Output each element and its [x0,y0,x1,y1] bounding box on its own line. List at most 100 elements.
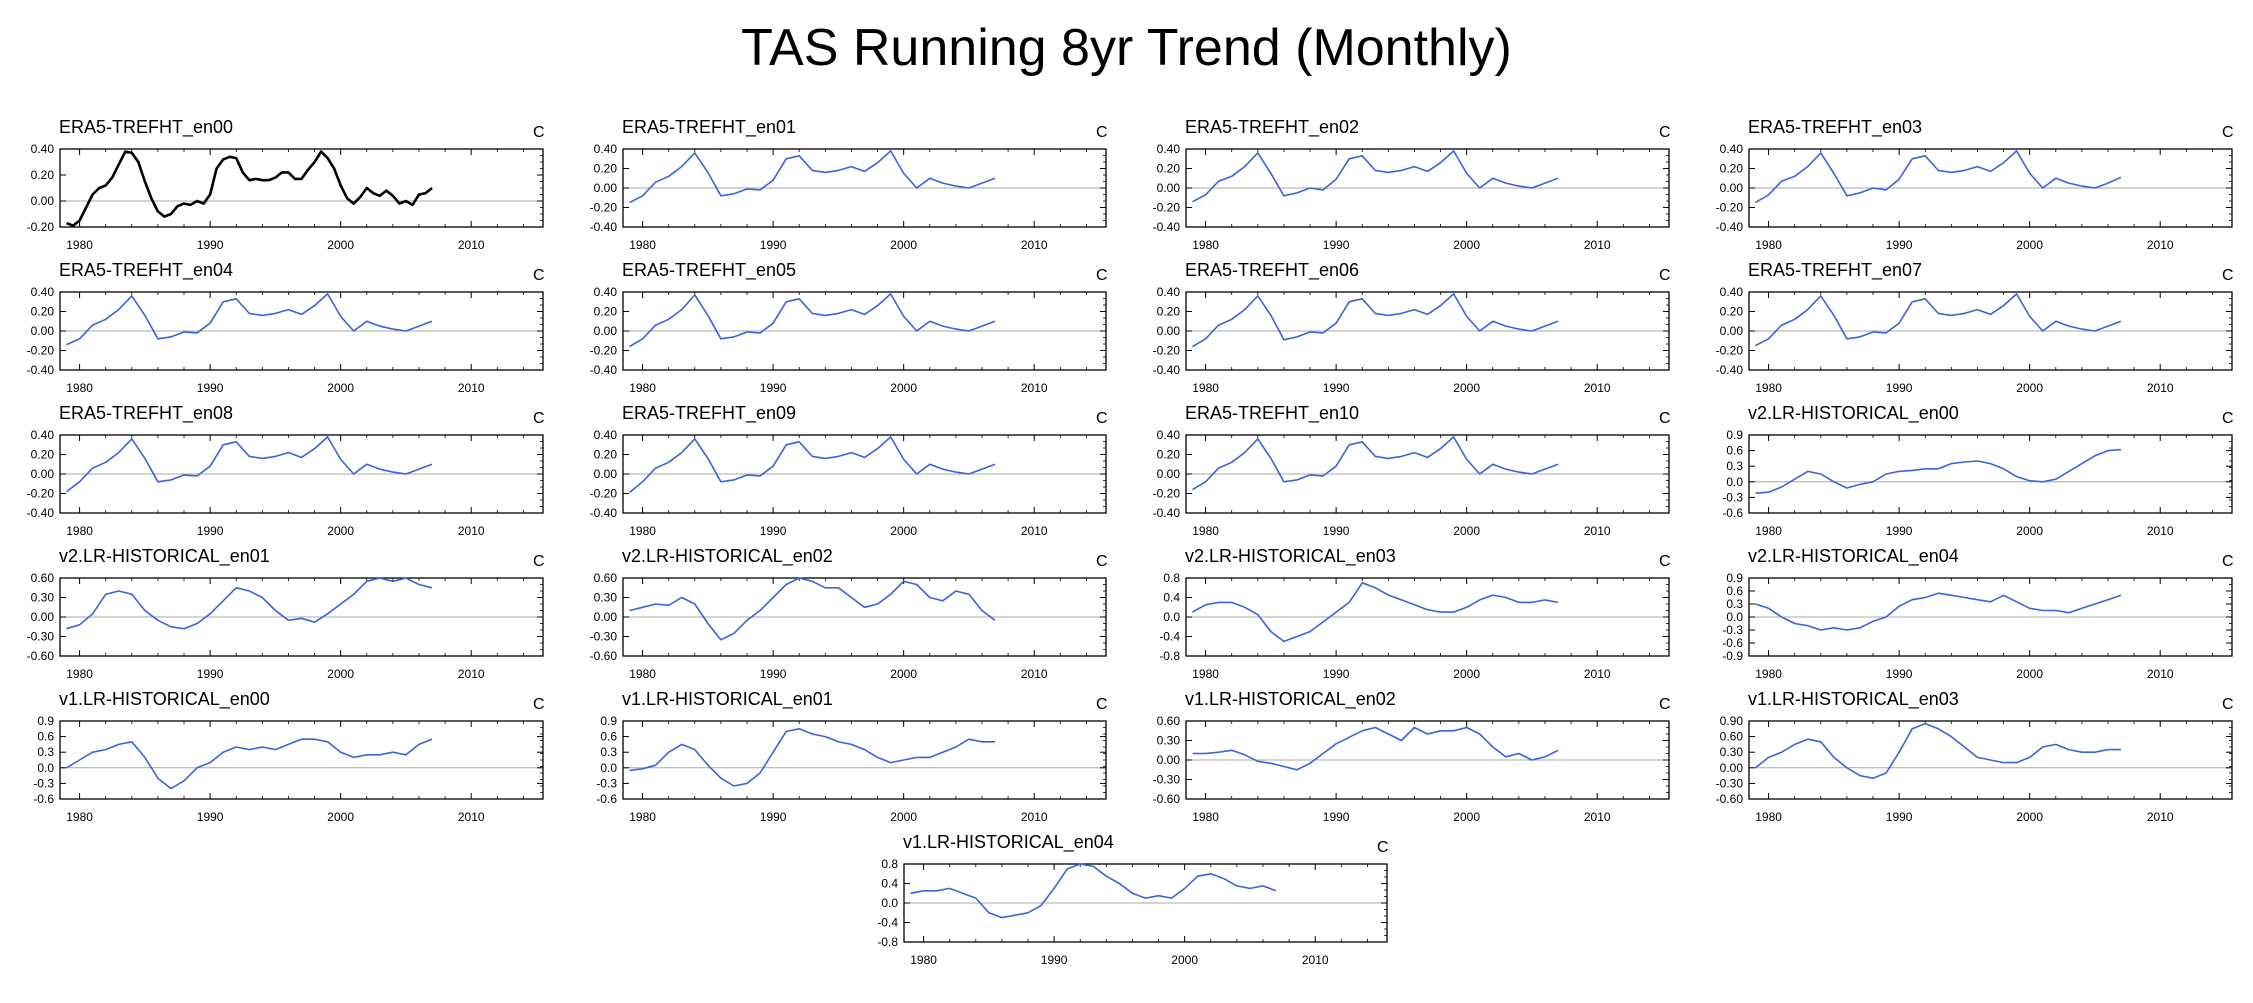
series-line [1755,592,2122,631]
chart-panel-1: ERA5-TREFHT_en01 C 0.40 0.20 0.00 -0.20 -0.40 1… [590,117,1108,252]
x-tick-label: 1980 [66,524,93,538]
x-tick-label: 2010 [2147,524,2174,538]
unit-label: C [533,267,545,284]
panel-title: v1.LR-HISTORICAL_en01 [622,689,833,710]
chart-panel-13: v2.LR-HISTORICAL_en02 C 0.60 0.30 0.00 -0.30 -… [590,546,1108,681]
series-line [66,293,433,346]
y-tick-label: 0.90 [1720,714,1744,728]
y-tick-label: 0.20 [31,305,55,319]
y-tick-label: -0.20 [27,220,55,234]
x-tick-label: 2000 [2016,381,2043,395]
x-tick-label: 1990 [197,381,224,395]
x-tick-label: 2000 [890,524,917,538]
unit-label: C [1096,267,1108,284]
unit-label: C [2222,124,2234,141]
x-tick-label: 1990 [760,381,787,395]
panel-title: v2.LR-HISTORICAL_en02 [622,546,833,567]
chart-panel-9: ERA5-TREFHT_en09 C 0.40 0.20 0.00 -0.20 -0.40 1… [590,403,1108,538]
y-tick-label: -0.60 [590,649,618,663]
plot-frame [59,720,544,800]
y-tick-label: 0.00 [1720,761,1744,775]
x-tick-label: 2010 [1021,238,1048,252]
unit-label: C [1096,410,1108,427]
y-tick-label: -0.40 [1153,506,1181,520]
y-tick-label: 0.20 [1157,305,1181,319]
x-tick-label: 2000 [890,667,917,681]
y-tick-label: -0.20 [1153,344,1181,358]
x-tick-label: 2000 [890,238,917,252]
y-tick-label: 0.6 [1726,584,1743,598]
unit-label: C [1659,553,1671,570]
y-tick-label: 0.00 [1720,181,1744,195]
y-tick-label: -0.40 [27,506,55,520]
x-tick-label: 1980 [1755,381,1782,395]
y-tick-label: 0.9 [1726,571,1743,585]
y-tick-label: 0.40 [1157,428,1181,442]
y-tick-label: 0.20 [594,448,618,462]
x-tick-label: 2010 [1584,667,1611,681]
y-tick-label: 0.40 [594,142,618,156]
chart-panel-20: v1.LR-HISTORICAL_en04 C 0.8 0.4 0.0 -0.4 -0.8 1… [877,832,1388,967]
chart-panel-6: ERA5-TREFHT_en06 C 0.40 0.20 0.00 -0.20 -0.40 1… [1153,260,1671,395]
y-tick-label: 0.00 [31,324,55,338]
y-tick-label: 0.00 [31,610,55,624]
y-tick-label: 0.6 [37,730,54,744]
x-tick-label: 1980 [1192,810,1219,824]
x-tick-label: 1980 [66,238,93,252]
x-tick-label: 1980 [1192,667,1219,681]
y-tick-label: 0.20 [1157,448,1181,462]
x-tick-label: 2000 [2016,238,2043,252]
panel-title: v1.LR-HISTORICAL_en00 [59,689,270,710]
y-tick-label: -0.6 [1722,636,1743,650]
x-tick-label: 2000 [890,810,917,824]
y-tick-label: -0.20 [27,344,55,358]
y-tick-label: 0.20 [1720,162,1744,176]
panel-title: ERA5-TREFHT_en02 [1185,117,1359,138]
y-tick-label: 0.9 [37,714,54,728]
y-tick-label: 0.3 [37,745,54,759]
series-line [1755,448,2122,494]
x-tick-label: 1990 [760,667,787,681]
x-tick-label: 2000 [1453,667,1480,681]
x-tick-label: 2000 [327,524,354,538]
x-tick-label: 1990 [1886,810,1913,824]
x-tick-label: 1980 [1192,524,1219,538]
y-tick-label: 0.00 [1720,324,1744,338]
y-tick-label: -0.20 [1153,487,1181,501]
series-line [66,150,433,227]
panel-title: v2.LR-HISTORICAL_en01 [59,546,270,567]
y-tick-label: -0.20 [590,344,618,358]
y-tick-label: -0.20 [590,487,618,501]
x-tick-label: 2010 [2147,810,2174,824]
panel-title: ERA5-TREFHT_en05 [622,260,796,281]
unit-label: C [1659,410,1671,427]
x-tick-label: 1990 [1323,238,1350,252]
y-tick-label: -0.40 [27,363,55,377]
plot-frame [59,148,544,228]
y-tick-label: -0.3 [596,776,617,790]
y-tick-label: -0.60 [1716,792,1744,806]
y-tick-label: 0.60 [594,571,618,585]
x-tick-label: 1980 [629,381,656,395]
x-tick-label: 1990 [1886,667,1913,681]
unit-label: C [1659,696,1671,713]
chart-panel-5: ERA5-TREFHT_en05 C 0.40 0.20 0.00 -0.20 -0.40 1… [590,260,1108,395]
x-tick-label: 2000 [1453,810,1480,824]
y-tick-label: -0.20 [1716,344,1744,358]
y-tick-label: 0.6 [1726,444,1743,458]
y-tick-label: 0.30 [594,591,618,605]
y-tick-label: -0.8 [1159,649,1180,663]
y-tick-label: -0.40 [590,506,618,520]
panel-title: v1.LR-HISTORICAL_en02 [1185,689,1396,710]
x-tick-label: 1980 [1755,238,1782,252]
panel-title: ERA5-TREFHT_en07 [1748,260,1922,281]
chart-panel-18: v1.LR-HISTORICAL_en02 C 0.60 0.30 0.00 -0.30 -… [1153,689,1671,824]
chart-panel-0: ERA5-TREFHT_en00 C 0.40 0.20 0.00 -0.20 1980 19… [27,117,545,252]
series-line [1755,150,2122,204]
x-tick-label: 1980 [1192,238,1219,252]
y-tick-label: -0.40 [1716,220,1744,234]
unit-label: C [1377,839,1389,856]
y-tick-label: 0.00 [31,194,55,208]
x-tick-label: 1980 [629,810,656,824]
x-tick-label: 2000 [327,381,354,395]
